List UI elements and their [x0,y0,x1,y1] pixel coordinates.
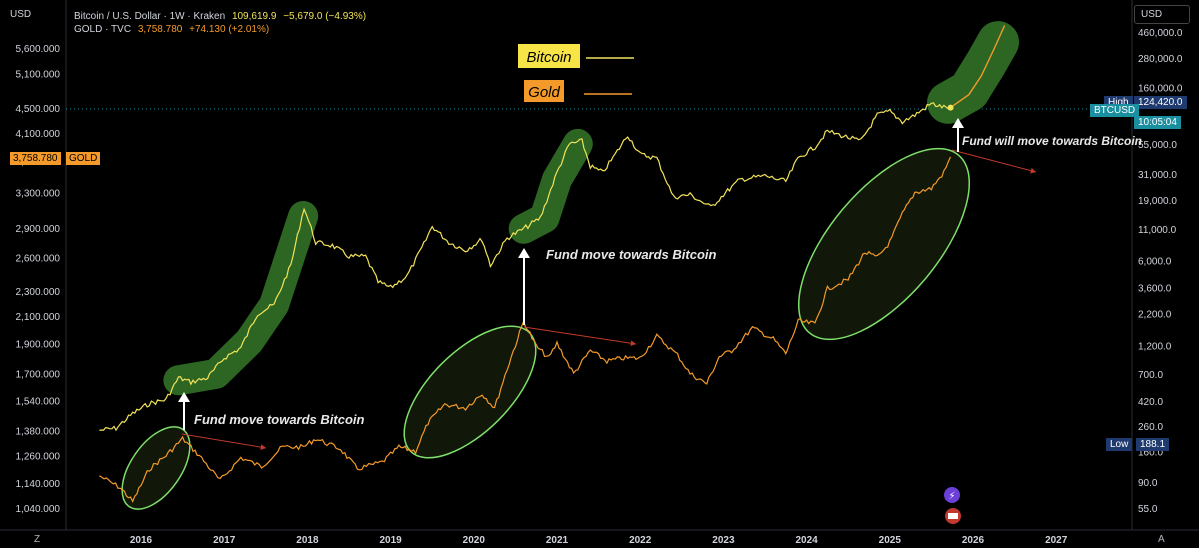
white-arrow-2020-head [518,248,530,258]
right-tick-label: 160,000.0 [1138,84,1183,95]
right-tick-label: 11,000.0 [1138,225,1177,236]
low-value: 188.1 [1136,438,1170,451]
high-value: 124,420.0 [1134,96,1187,109]
flag-icon-inner [948,513,958,519]
right-tick-label: 90.0 [1138,478,1158,489]
x-tick-label: 2018 [296,535,319,546]
left-tick-label: 4,500.000 [16,104,61,115]
right-tick-label: 55.0 [1138,504,1158,515]
right-tick-label: 460,000.0 [1138,28,1183,39]
right-tick-label: 420.0 [1138,397,1163,408]
gold-change: +74.130 (+2.01%) [189,24,270,35]
right-tick-label: 55,000.0 [1138,140,1177,151]
x-axis-ticks: 2016 2017 2018 2019 2020 2021 2022 2023 2024 2025… [130,535,1068,546]
white-arrow-2025-head [952,118,964,128]
note-fund-will-move: Fund will move towards Bitcoin [962,134,1142,148]
right-tick-label: 160.0 [1138,448,1163,459]
right-tick-label: 31,000.0 [1138,170,1177,181]
left-tick-label: 1,140.000 [16,479,61,490]
red-arrow-2020 [523,326,637,345]
right-tick-label: 280,000.0 [1138,54,1183,65]
right-axis-ticks: 460,000.0 280,000.0 160,000.0 55,000.0 31,00… [1138,28,1183,515]
left-currency-button[interactable]: USD [10,9,32,20]
right-tick-label: 1,200.0 [1138,342,1172,353]
red-arrow-2020-head [630,340,636,347]
left-tick-label: 2,600.000 [16,254,61,265]
left-tick-label: 2,300.000 [16,287,61,298]
left-tick-label: 1,700.000 [16,370,61,381]
red-arrow-2016 [181,433,267,449]
left-tick-label: 1,380.000 [16,427,61,438]
btc-change: −5,679.0 (−4.93%) [283,11,367,22]
gold-legend-row[interactable]: GOLD · TVC 3,758.780 +74.130 (+2.01%) [74,24,273,35]
tv-logo-glyph: ⚡ [948,491,955,502]
left-tick-label: 1,900.000 [16,339,61,350]
left-tick-label: 1,040.000 [16,504,61,515]
gold-price-badge-value: 3,758.780 [13,153,58,164]
bitcoin-legend-text: Bitcoin [526,49,571,66]
btc-rally-highlight-2017 [163,201,319,396]
btc-rally-highlight-2021 [508,128,593,244]
gold-name-badge: GOLD [66,152,101,165]
gold-legend-box [524,80,564,102]
auto-scale-button[interactable]: A [1158,534,1165,545]
x-tick-label: 2016 [130,535,153,546]
right-tick-label: 260.0 [1138,422,1163,433]
red-arrow-2025-head [1030,167,1036,174]
bitcoin-series-line [99,102,951,432]
x-tick-label: 2026 [962,535,985,546]
left-tick-label: 5,600.000 [16,44,61,55]
white-arrow-2016-head [178,392,190,402]
timezone-corner-button[interactable]: Z [34,534,41,545]
x-tick-label: 2023 [712,535,735,546]
left-tick-label: 3,300.000 [16,188,61,199]
right-tick-label: 700.0 [1138,370,1163,381]
bitcoin-projection-line [950,25,1006,109]
x-tick-label: 2017 [213,535,236,546]
left-tick-label: 2,100.000 [16,312,61,323]
note-fund-move-2: Fund move towards Bitcoin [546,247,717,262]
x-tick-label: 2024 [795,535,818,546]
x-tick-label: 2027 [1045,535,1068,546]
bitcoin-last-price-dot [947,104,954,111]
low-label: Low [1106,438,1133,451]
series-layer [99,25,1006,504]
gold-series-line [99,156,952,504]
btc-legend-row[interactable]: Bitcoin / U.S. Dollar · 1W · Kraken 109,… [74,11,370,22]
left-tick-label: 5,100.000 [16,70,61,81]
btc-timer-badge: 10:05:04 [1134,116,1181,129]
left-tick-label: 2,900.000 [16,224,61,235]
left-tick-label: 4,100.000 [16,129,61,140]
gold-price-badge: 3,758.780 [10,152,61,165]
right-tick-label: 6,000.0 [1138,257,1172,268]
ellipse-layer [121,147,971,510]
x-tick-label: 2019 [379,535,402,546]
left-tick-label: 1,540.000 [16,397,61,408]
x-tick-label: 2025 [879,535,902,546]
x-tick-label: 2022 [629,535,652,546]
gold-price: 3,758.780 [137,24,183,35]
red-arrow-2025 [951,149,1037,173]
left-axis-ticks: 5,600.0005,100.0004,500.0004,100.0003,70… [16,44,61,515]
right-currency-button[interactable]: USD [1134,5,1190,24]
gold-legend-text: Gold [528,84,560,101]
right-tick-label: 3,600.0 [1138,284,1172,295]
right-tick-label: 2,200.0 [1138,310,1172,321]
btc-price: 109,619.9 [231,11,277,22]
left-tick-label: 1,260.000 [16,452,61,463]
bitcoin-legend-box [518,44,580,68]
x-tick-label: 2020 [463,535,486,546]
gold-symbol: GOLD · TVC [74,24,132,35]
red-arrow-2016-head [260,444,266,450]
btc-ticker-badge: BTCUSD [1090,104,1140,117]
btc-symbol: Bitcoin / U.S. Dollar · 1W · Kraken [74,11,226,22]
arrow-layer [178,118,1037,450]
tv-logo-icon[interactable] [944,487,960,503]
note-fund-move-1: Fund move towards Bitcoin [194,412,365,427]
x-tick-label: 2021 [546,535,569,546]
right-tick-label: 19,000.0 [1138,196,1177,207]
gold-rally-ellipse-2025 [797,147,971,341]
